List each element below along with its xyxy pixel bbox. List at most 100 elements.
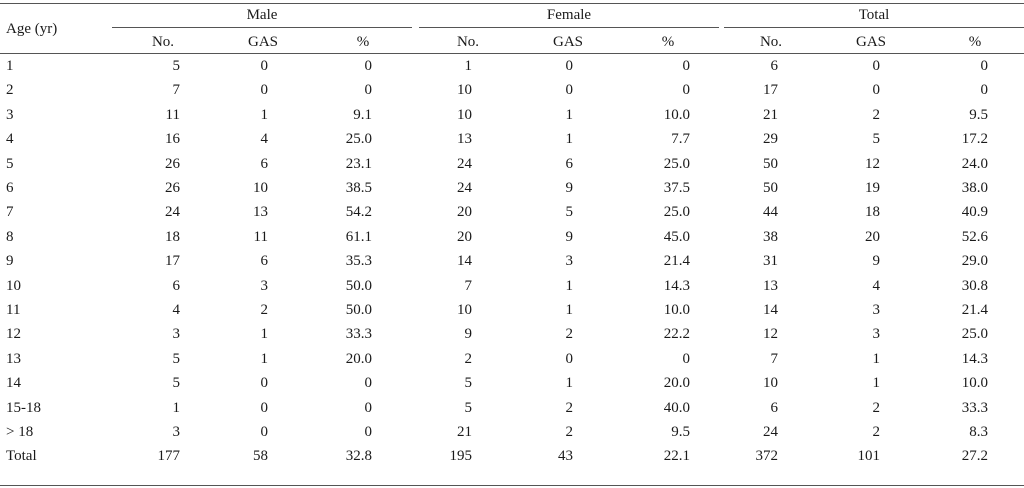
- table-row: 4 16 4 25.0 13 1 7.7 29 5 17.2: [0, 127, 1024, 151]
- cell-female-no: 10: [457, 82, 472, 99]
- cell-total-gas: 2: [872, 106, 881, 123]
- cell-male-gas: 0: [260, 82, 269, 99]
- cell-total-gas: 20: [865, 228, 880, 245]
- group-header-total: Total: [858, 7, 890, 23]
- table-row: 2 7 0 0 10 0 0 17 0 0: [0, 78, 1024, 102]
- table-row: 3 11 1 9.1 10 1 10.0 21 2 9.5: [0, 103, 1024, 127]
- cell-total-no: 12: [763, 326, 778, 343]
- cell-male-no: 5: [172, 350, 181, 367]
- cell-total-pct: 27.2: [961, 448, 988, 465]
- subheader-total-no: No.: [759, 34, 783, 50]
- cell-total-no: 6: [770, 399, 779, 416]
- age-cell: 9: [6, 253, 14, 270]
- table-row: 11 4 2 50.0 10 1 10.0 14 3 21.4: [0, 298, 1024, 322]
- cell-male-gas: 3: [260, 277, 269, 294]
- age-cell: 4: [6, 131, 14, 148]
- table-row: 13 5 1 20.0 2 0 0 7 1 14.3: [0, 347, 1024, 371]
- subheader-total-gas: GAS: [855, 34, 886, 50]
- subheader-female-pct: %: [661, 34, 675, 50]
- cell-female-pct: 40.0: [663, 399, 690, 416]
- cell-male-pct: 20.0: [345, 350, 372, 367]
- cell-male-no: 5: [172, 375, 181, 392]
- cell-total-no: 17: [763, 82, 778, 99]
- cell-male-gas: 0: [260, 58, 269, 74]
- subheader-total-pct: %: [968, 34, 982, 50]
- table-row: 14 5 0 0 5 1 20.0 10 1 10.0: [0, 371, 1024, 395]
- cell-total-pct: 9.5: [969, 106, 988, 123]
- cell-male-no: 7: [172, 82, 181, 99]
- age-cell: 10: [6, 277, 21, 294]
- cell-male-gas: 13: [253, 204, 268, 221]
- subheader-female-no: No.: [456, 34, 480, 50]
- cell-male-gas: 1: [260, 350, 269, 367]
- cell-total-pct: 8.3: [969, 424, 988, 440]
- cell-female-gas: 1: [565, 375, 574, 392]
- cell-total-gas: 1: [872, 350, 881, 367]
- table-row: 12 3 1 33.3 9 2 22.2 12 3 25.0: [0, 322, 1024, 346]
- table-row: > 18 3 0 0 21 2 9.5 24 2 8.3: [0, 420, 1024, 444]
- cell-male-pct: 25.0: [345, 131, 372, 148]
- cell-female-pct: 0: [682, 58, 691, 74]
- cell-female-no: 5: [464, 399, 473, 416]
- cell-male-gas: 58: [253, 448, 268, 465]
- table-row: 9 17 6 35.3 14 3 21.4 31 9 29.0: [0, 249, 1024, 273]
- cell-male-no: 177: [157, 448, 181, 465]
- cell-female-no: 20: [457, 204, 472, 221]
- cell-total-gas: 2: [872, 399, 881, 416]
- cell-male-gas: 1: [260, 106, 269, 123]
- cell-total-pct: 52.6: [961, 228, 988, 245]
- table-row: 1 5 0 0 1 0 0 6 0 0: [0, 54, 1024, 78]
- cell-male-gas: 4: [260, 131, 269, 148]
- cell-female-pct: 45.0: [663, 228, 690, 245]
- cell-female-pct: 7.7: [671, 131, 690, 148]
- age-cell: 1: [6, 58, 14, 74]
- age-cell: 14: [6, 375, 21, 392]
- cell-male-no: 6: [172, 277, 181, 294]
- cell-female-gas: 0: [565, 58, 574, 74]
- cell-male-pct: 35.3: [345, 253, 372, 270]
- table-row: 8 18 11 61.1 20 9 45.0 38 20 52.6: [0, 225, 1024, 249]
- cell-total-pct: 0: [980, 82, 989, 99]
- age-cell: 3: [6, 106, 14, 123]
- cell-female-pct: 10.0: [663, 302, 690, 318]
- cell-female-pct: 0: [682, 82, 691, 99]
- cell-total-no: 7: [770, 350, 779, 367]
- cell-total-pct: 17.2: [961, 131, 988, 148]
- cell-male-gas: 1: [260, 326, 269, 343]
- age-cell: 15-18: [6, 399, 41, 416]
- cell-total-gas: 5: [872, 131, 881, 148]
- cell-male-pct: 38.5: [345, 180, 372, 196]
- age-cell: 11: [6, 302, 21, 318]
- cell-male-gas: 11: [253, 228, 268, 245]
- cell-female-no: 20: [457, 228, 472, 245]
- cell-female-no: 14: [457, 253, 472, 270]
- cell-male-no: 4: [172, 302, 181, 318]
- cell-female-no: 10: [457, 106, 472, 123]
- cell-female-gas: 43: [558, 448, 573, 465]
- cell-female-pct: 9.5: [671, 424, 690, 440]
- group-header-female: Female: [546, 7, 592, 23]
- cell-total-gas: 3: [872, 302, 881, 318]
- cell-female-gas: 1: [565, 302, 574, 318]
- cell-total-no: 13: [763, 277, 778, 294]
- cell-male-pct: 0: [364, 375, 373, 392]
- cell-female-pct: 21.4: [663, 253, 690, 270]
- table-row: 15-18 1 0 0 5 2 40.0 6 2 33.3: [0, 396, 1024, 420]
- cell-male-no: 24: [165, 204, 180, 221]
- age-cell: > 18: [6, 424, 34, 440]
- cell-total-gas: 4: [872, 277, 881, 294]
- cell-total-pct: 40.9: [961, 204, 988, 221]
- cell-total-gas: 18: [865, 204, 880, 221]
- cell-female-pct: 0: [682, 350, 691, 367]
- cell-female-no: 5: [464, 375, 473, 392]
- cell-male-gas: 6: [260, 155, 269, 172]
- cell-male-gas: 6: [260, 253, 269, 270]
- cell-female-pct: 20.0: [663, 375, 690, 392]
- cell-total-no: 29: [763, 131, 778, 148]
- cell-male-gas: 0: [260, 375, 269, 392]
- cell-total-gas: 101: [857, 448, 881, 465]
- cell-male-pct: 50.0: [345, 277, 372, 294]
- cell-male-gas: 10: [253, 180, 268, 196]
- table-row: 10 6 3 50.0 7 1 14.3 13 4 30.8: [0, 274, 1024, 298]
- subheader-female-gas: GAS: [552, 34, 583, 50]
